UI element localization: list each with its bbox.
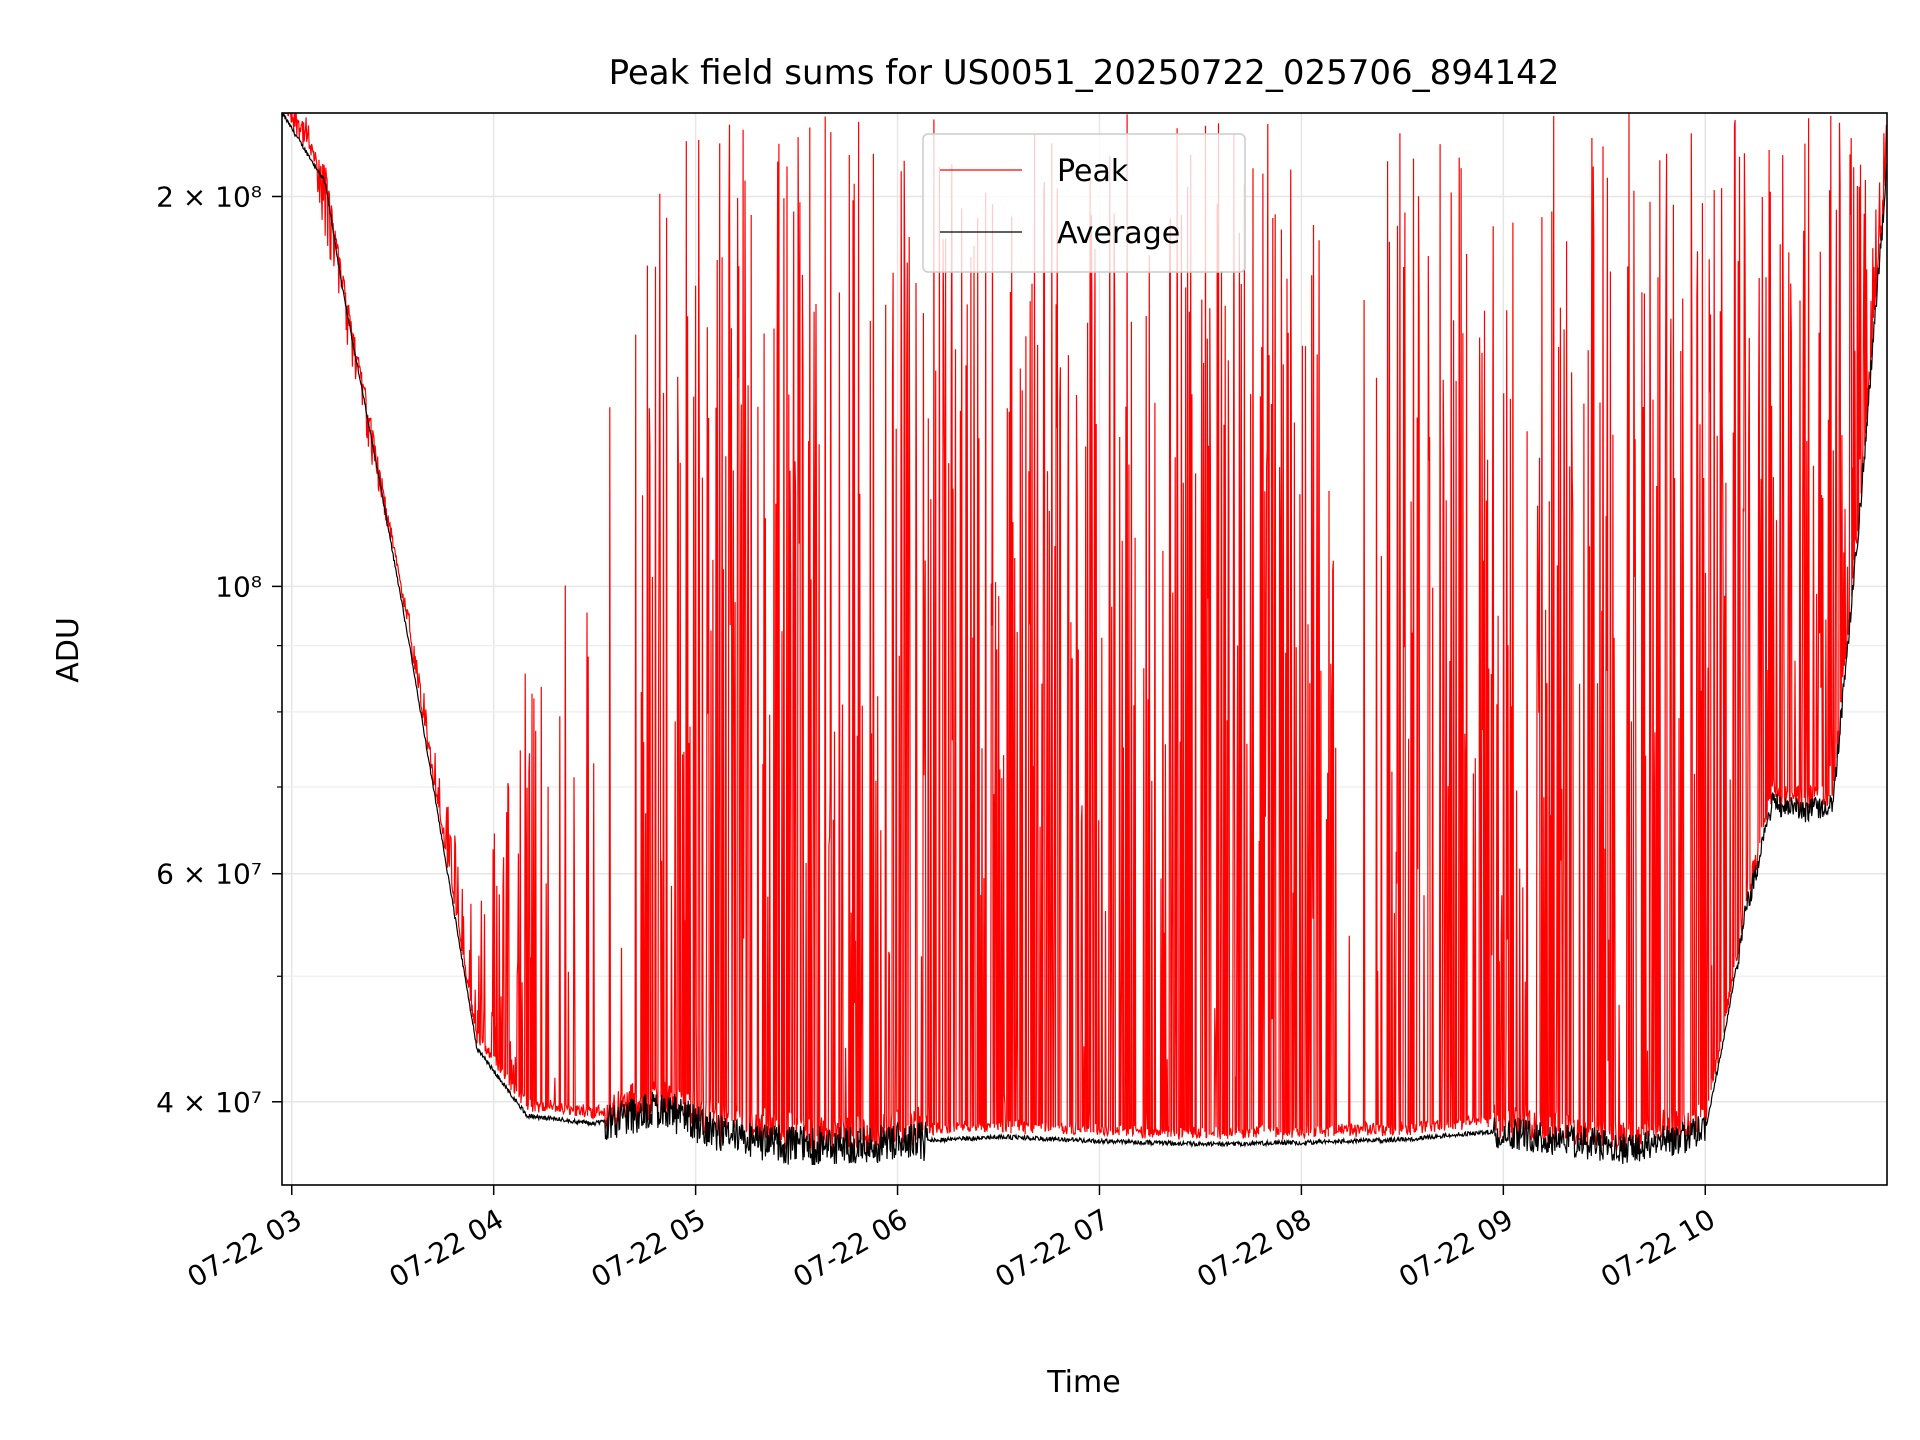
legend-box: [922, 133, 1246, 273]
y-tick-label: 2 × 10⁸: [156, 180, 262, 213]
x-axis-label: Time: [1046, 1365, 1120, 1400]
legend-label-average: Average: [1057, 216, 1180, 251]
series-line-average: [282, 113, 1887, 1166]
legend-label-peak: Peak: [1057, 154, 1129, 189]
y-tick-label: 10⁸: [215, 570, 262, 603]
axes-frame: [281, 112, 1888, 1186]
plot-area: [282, 113, 1887, 1166]
y-axis-label: ADU: [51, 617, 86, 683]
y-axis: 4 × 10⁷ 6 × 10⁷ 10⁸ 2 × 10⁸: [156, 180, 282, 1119]
series-line-peak: [282, 113, 1887, 1157]
y-tick-label: 4 × 10⁷: [156, 1086, 262, 1119]
chart-title: Peak field sums for US0051_20250722_0257…: [609, 53, 1560, 93]
legend: Peak Average: [922, 133, 1246, 273]
y-tick-label: 6 × 10⁷: [156, 858, 262, 891]
